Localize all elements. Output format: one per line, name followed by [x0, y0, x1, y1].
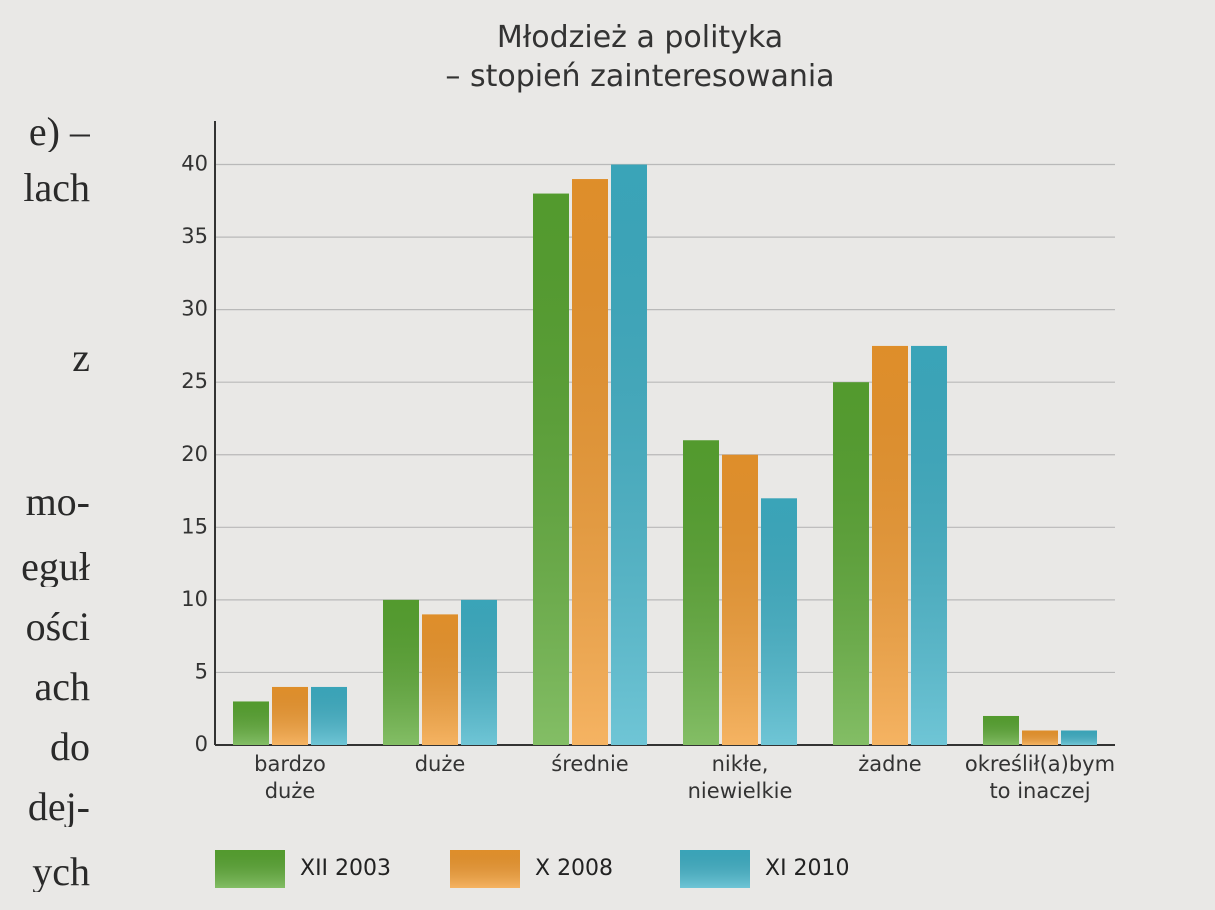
page: Młodzież a polityka html, body { margin:… — [0, 0, 1215, 910]
legend-label: X 2008 — [535, 856, 613, 881]
bar-shade — [311, 687, 347, 745]
page-body: {"margin_text": ["e) –", "lach", "z", "m… — [0, 0, 1215, 910]
x-tick-label: określił(a)bym to inaczej — [955, 751, 1125, 806]
margin-text: e) – — [0, 112, 90, 152]
bar-shade — [983, 716, 1019, 745]
y-tick-label: 10 — [181, 587, 208, 611]
bar-shade — [872, 346, 908, 745]
y-tick-label: 20 — [181, 442, 208, 466]
x-tick-label: średnie — [505, 751, 675, 778]
margin-text: eguł — [0, 547, 90, 587]
margin-text: z — [0, 338, 90, 378]
bar-shade — [1061, 730, 1097, 745]
legend-label: XI 2010 — [765, 856, 850, 881]
chart-title: Młodzież a polityka – stopień zaintereso… — [390, 18, 890, 96]
legend-swatch-shade — [215, 850, 285, 888]
margin-text: ach — [0, 667, 90, 707]
legend-swatch-shade — [680, 850, 750, 888]
bar-shade — [722, 455, 758, 745]
bar-shade — [911, 346, 947, 745]
bar-shade — [233, 701, 269, 745]
legend-label: XII 2003 — [300, 856, 391, 881]
bar-shade — [611, 165, 647, 745]
bar-shade — [572, 179, 608, 745]
margin-text: mo- — [0, 482, 90, 522]
bar-shade — [383, 600, 419, 745]
y-tick-label: 15 — [181, 514, 208, 538]
bar-shade — [833, 382, 869, 745]
y-tick-label: 40 — [181, 152, 208, 176]
bar-shade — [683, 440, 719, 745]
y-tick-label: 5 — [195, 659, 208, 683]
x-tick-label: żadne — [805, 751, 975, 778]
bar-shade — [761, 498, 797, 745]
bar-shade — [533, 194, 569, 745]
legend-swatch-shade — [450, 850, 520, 888]
margin-text: dej- — [0, 787, 90, 827]
margin-text: lach — [0, 168, 90, 208]
y-tick-label: 35 — [181, 224, 208, 248]
x-tick-label: nikłe, niewielkie — [655, 751, 825, 806]
x-tick-label: duże — [355, 751, 525, 778]
margin-text: do — [0, 727, 90, 767]
bar-shade — [1022, 730, 1058, 745]
bar-shade — [272, 687, 308, 745]
margin-text: ości — [0, 607, 90, 647]
y-tick-label: 30 — [181, 297, 208, 321]
margin-text: ych — [0, 852, 90, 892]
bar-shade — [461, 600, 497, 745]
y-tick-label: 25 — [181, 369, 208, 393]
x-tick-label: bardzo duże — [205, 751, 375, 806]
bar-shade — [422, 614, 458, 745]
